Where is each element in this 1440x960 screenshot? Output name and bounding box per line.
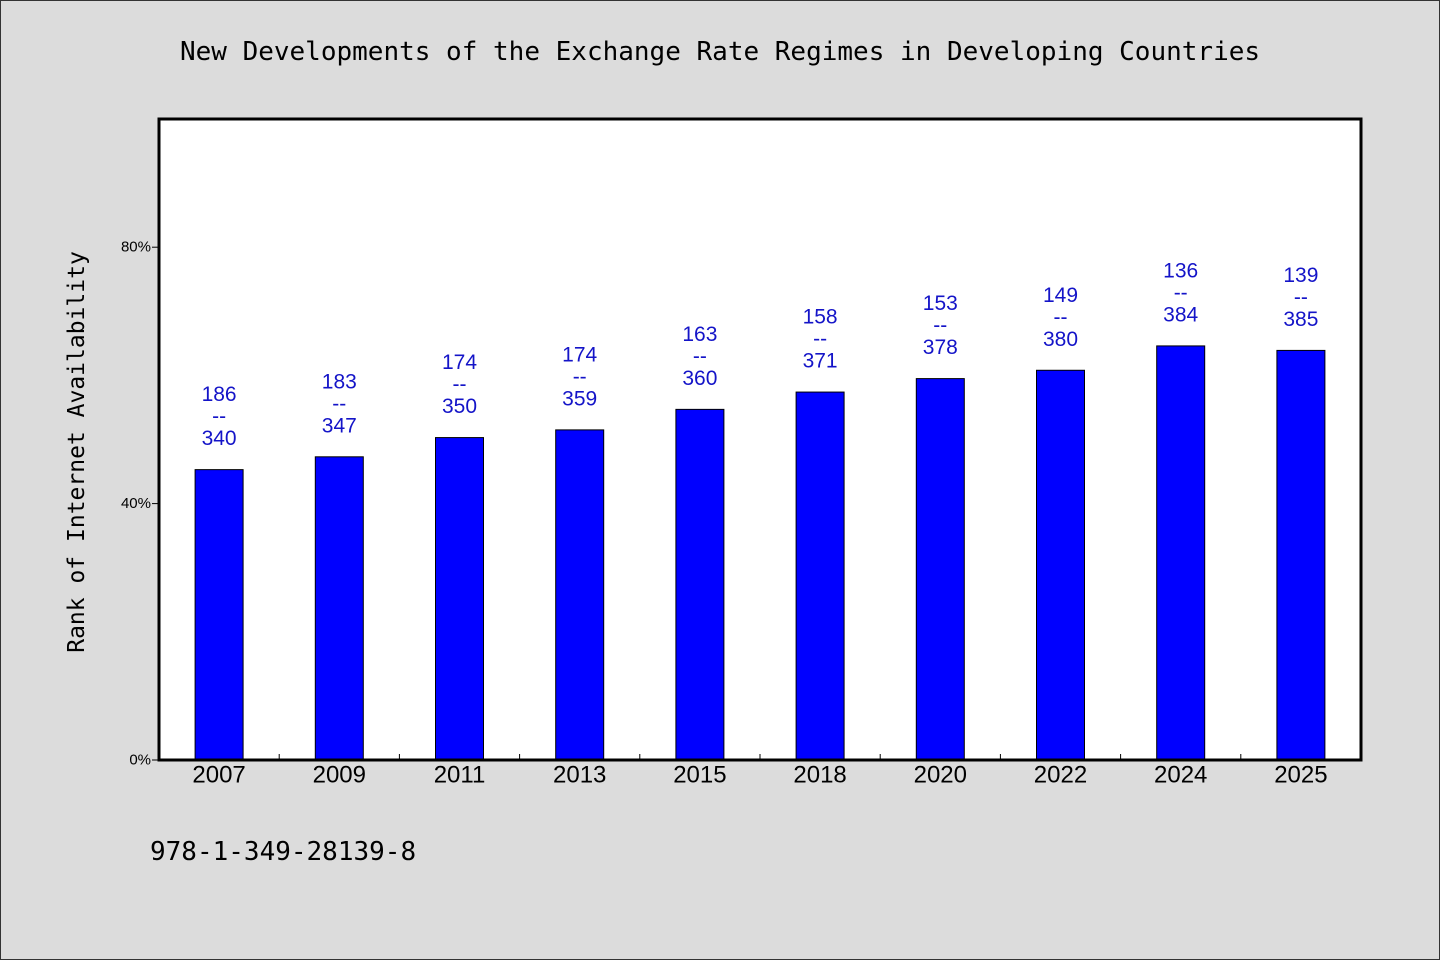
x-tick-label: 2013 [553,762,606,789]
x-tick-label: 2020 [914,762,967,789]
y-tick-label: 0% [129,752,151,769]
data-label-2015-line-3: 360 [682,367,717,390]
data-label-2007-line-2: -- [212,405,226,428]
bar-2020 [915,378,965,761]
bar-2022 [1036,369,1085,761]
bar-series [194,345,1326,761]
data-label-2007-line-1: 186 [202,383,237,406]
footnote-text: 978-1-349-28139-8 [150,837,416,867]
bar-2025 [1276,349,1326,761]
data-label-2020-line-2: -- [933,314,947,337]
x-tick-label: 2018 [793,762,846,789]
x-tick-label: 2011 [434,762,486,789]
x-tick-label: 2009 [313,762,366,789]
x-axis: 2007 2009 2011 2013 2015 2018 2020 2022 2024 2025 [192,754,1328,789]
x-tick-label: 2007 [192,762,245,789]
data-label-2007-line-3: 340 [202,427,237,450]
data-label-2009-line-2: -- [332,392,346,415]
x-tick-label: 2022 [1034,762,1087,789]
data-label-2018-line-2: -- [813,328,827,351]
y-axis: 0% 40% 80% [121,239,159,769]
data-label-2020-line-3: 378 [923,336,958,359]
y-tick-label: 40% [121,495,151,512]
data-label-2013-line-1: 174 [562,343,597,366]
data-label-2020-line-1: 153 [923,292,958,315]
x-tick-label: 2025 [1274,762,1327,789]
data-label-2011-line-2: -- [453,373,467,396]
bar-2018 [795,391,845,761]
data-label-2018-line-3: 371 [803,350,838,373]
data-label-2011-line-3: 350 [442,395,477,418]
data-label-2025-line-2: -- [1294,286,1308,309]
bar-2007 [194,469,244,761]
data-label-2025-line-3: 385 [1283,308,1318,331]
data-label-2009-line-1: 183 [322,370,357,393]
data-label-2022-line-3: 380 [1043,328,1078,351]
chart-title: New Developments of the Exchange Rate Re… [180,37,1260,67]
data-label-2013-line-3: 359 [562,387,597,410]
data-label-2024-line-1: 136 [1163,259,1198,282]
data-label-2015-line-2: -- [693,345,707,368]
x-tick-label: 2015 [673,762,726,789]
data-label-2024-line-2: -- [1174,281,1188,304]
data-label-2011-line-1: 174 [442,351,477,374]
bar-2015 [675,408,725,761]
data-label-2022-line-2: -- [1054,306,1068,329]
data-label-2025-line-1: 139 [1283,264,1318,287]
y-tick-label: 80% [121,239,151,256]
bar-2011 [435,437,484,761]
data-label-2013-line-2: -- [573,365,587,388]
bar-2024 [1156,345,1206,761]
data-label-2022-line-1: 149 [1043,284,1078,307]
y-axis-label: Rank of Internet Availability [64,251,90,653]
bar-2013 [555,429,605,761]
data-label-2024-line-3: 384 [1163,303,1198,326]
bar-2009 [314,456,364,761]
x-tick-label: 2024 [1154,762,1207,789]
data-label-2015-line-1: 163 [682,323,717,346]
data-label-2018-line-1: 158 [803,306,838,329]
data-labels: 186--340183--347174--350174--359163--360… [202,259,1319,450]
data-label-2009-line-3: 347 [322,414,357,437]
